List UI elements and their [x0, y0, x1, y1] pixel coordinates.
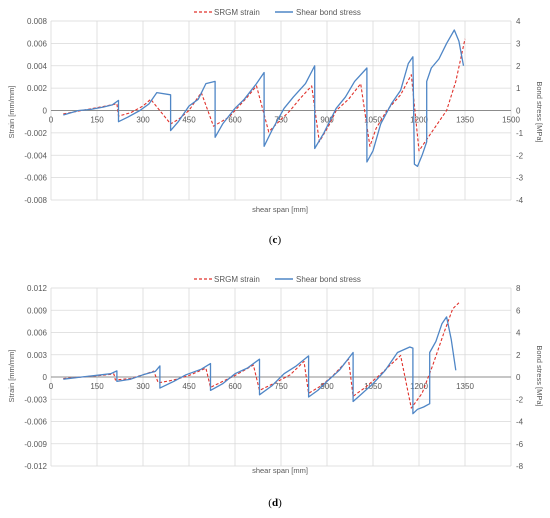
- y2-tick-label: 8: [516, 284, 521, 293]
- y2-tick-label: 3: [516, 39, 521, 48]
- x-tick-label: 1500: [502, 116, 520, 125]
- y2-tick-label: 2: [516, 62, 521, 71]
- chart-c-series: [63, 29, 466, 168]
- chart-c-x-axis-title: shear span [mm]: [252, 205, 308, 214]
- y2-tick-label: 4: [516, 329, 521, 338]
- chart-d-y-axis-title: Strain [mm/mm]: [7, 350, 16, 403]
- x-tick-label: 1050: [364, 382, 382, 391]
- chart-c-y2-axis-title: Bond stress [MPa]: [535, 81, 544, 142]
- y-tick-label: -0.012: [24, 462, 47, 471]
- x-tick-label: 1200: [410, 382, 428, 391]
- y2-tick-label: -4: [516, 418, 524, 427]
- y-tick-label: -0.006: [24, 174, 47, 183]
- y-tick-label: 0.009: [27, 306, 48, 315]
- chart-d: 0 150 300 450 600 750 900 1050 1200 1350 0.0120.0…: [7, 275, 544, 509]
- series-line-shear-bond-stress: [63, 29, 465, 168]
- x-tick-label: 900: [320, 116, 334, 125]
- y-tick-label: 0.006: [27, 329, 48, 338]
- legend-stress-label: Shear bond stress: [296, 8, 361, 17]
- y2-tick-label: 4: [516, 17, 521, 26]
- x-tick-label: 0: [49, 116, 54, 125]
- chart-d-series: [63, 302, 460, 415]
- y-tick-label: -0.009: [24, 440, 47, 449]
- y-tick-label: -0.006: [24, 418, 47, 427]
- y2-tick-label: -3: [516, 174, 524, 183]
- y-tick-label: 0.012: [27, 284, 48, 293]
- y-tick-label: 0.008: [27, 17, 48, 26]
- x-tick-label: 600: [228, 116, 242, 125]
- legend-stress-label: Shear bond stress: [296, 275, 361, 284]
- y2-tick-label: -8: [516, 462, 524, 471]
- y-tick-label: 0.003: [27, 351, 48, 360]
- y2-tick-label: 2: [516, 351, 521, 360]
- y-tick-label: 0.006: [27, 39, 48, 48]
- y-tick-label: -0.002: [24, 129, 47, 138]
- chart-d-x-axis: 0 150 300 450 600 750 900 1050 1200 1350: [49, 376, 511, 391]
- y-tick-label: -0.008: [24, 196, 47, 205]
- y2-tick-label: 0: [516, 107, 521, 116]
- x-tick-label: 1050: [364, 116, 382, 125]
- y-tick-label: 0: [43, 107, 48, 116]
- x-tick-label: 450: [182, 382, 196, 391]
- x-tick-label: 450: [182, 116, 196, 125]
- x-tick-label: 750: [274, 382, 288, 391]
- series-line-srgm-strain: [63, 302, 460, 409]
- x-tick-label: 0: [49, 382, 54, 391]
- chart-c-y-ticks: 0.008 0.006 0.004 0.002 0 -0.002 -0.004 -0.006 -…: [24, 17, 47, 205]
- legend-strain-label: SRGM strain: [214, 275, 260, 284]
- y2-tick-label: -2: [516, 395, 524, 404]
- chart-d-y2-ticks: 8 6 4 2 0 -2 -4 -6 -8: [516, 284, 524, 471]
- x-tick-label: 150: [90, 116, 104, 125]
- chart-c-panel-letter: c: [273, 234, 278, 246]
- x-tick-label: 150: [90, 382, 104, 391]
- chart-d-x-axis-title: shear span [mm]: [252, 466, 308, 475]
- x-tick-label: 300: [136, 116, 150, 125]
- y2-tick-label: -4: [516, 196, 524, 205]
- x-tick-label: 300: [136, 382, 150, 391]
- legend-strain-label: SRGM strain: [214, 8, 260, 17]
- x-tick-label: 1350: [456, 116, 474, 125]
- y2-tick-label: -6: [516, 440, 524, 449]
- chart-c-x-axis: 0 150 300 450 600 750 900 1050 1200 1350 1500: [49, 110, 520, 125]
- chart-d-legend: SRGM strain Shear bond stress: [194, 275, 361, 284]
- chart-c-legend: SRGM strain Shear bond stress: [194, 8, 361, 17]
- chart-c-panel-label: (c): [269, 234, 282, 246]
- y2-tick-label: 0: [516, 373, 521, 382]
- chart-d-y-ticks: 0.012 0.009 0.006 0.003 0 -0.003 -0.006 -0.009 -…: [24, 284, 47, 471]
- chart-d-panel-label: (d): [268, 497, 282, 509]
- y-tick-label: 0.002: [27, 84, 48, 93]
- y-tick-label: 0.004: [27, 62, 48, 71]
- chart-c-y2-ticks: 4 3 2 1 0 -1 -2 -3 -4: [516, 17, 524, 205]
- chart-d-panel-letter: d: [272, 497, 278, 509]
- y2-tick-label: -1: [516, 129, 524, 138]
- x-tick-label: 900: [320, 382, 334, 391]
- y-tick-label: -0.003: [24, 395, 47, 404]
- y2-tick-label: -2: [516, 151, 524, 160]
- y2-tick-label: 1: [516, 84, 521, 93]
- y-tick-label: 0: [43, 373, 48, 382]
- y2-tick-label: 6: [516, 306, 521, 315]
- x-tick-label: 1200: [410, 116, 428, 125]
- chart-c: 0 150 300 450 600 750 900 1050 1200 1350 1500 0.00…: [7, 8, 544, 246]
- chart-c-y-axis-title: Strain [mm/mm]: [7, 86, 16, 139]
- series-line-shear-bond-stress: [63, 316, 457, 415]
- x-tick-label: 600: [228, 382, 242, 391]
- chart-d-y2-axis-title: Bond stress [MPa]: [535, 345, 544, 406]
- x-tick-label: 1350: [456, 382, 474, 391]
- y-tick-label: -0.004: [24, 151, 47, 160]
